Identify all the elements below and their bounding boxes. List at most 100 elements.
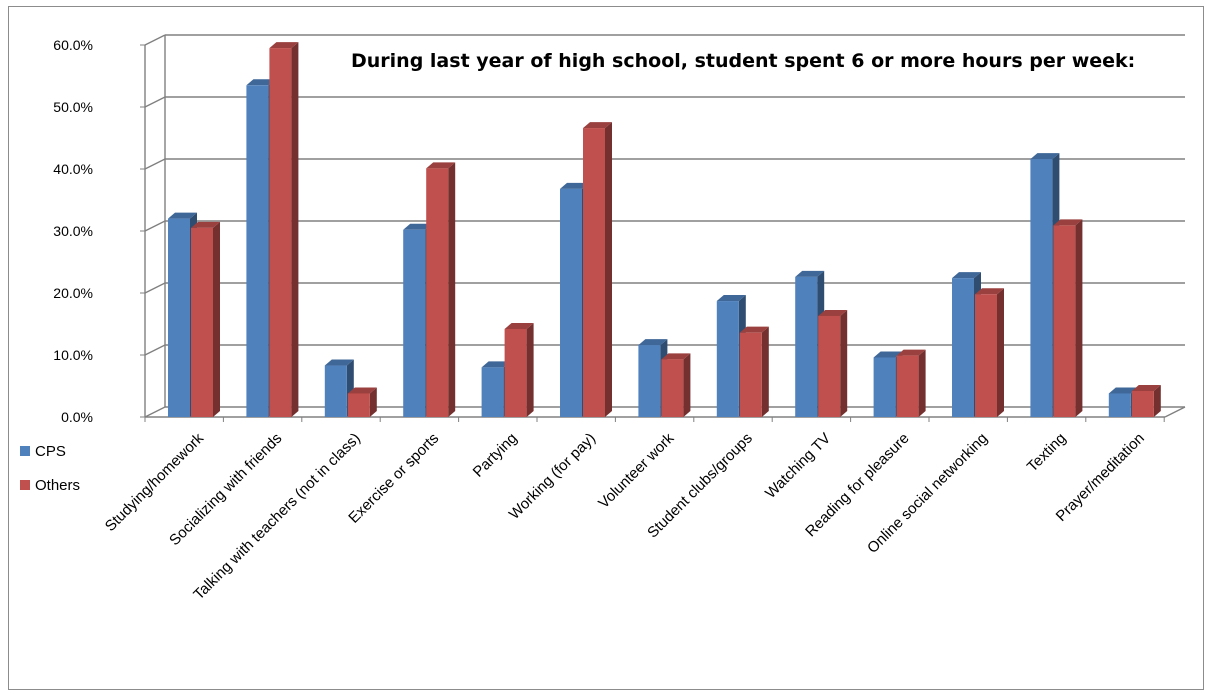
bar-others-front <box>818 315 841 417</box>
bar-others-top <box>426 162 456 169</box>
bar-others-top <box>347 387 377 394</box>
bar-others <box>661 353 691 417</box>
bar-others <box>347 387 377 417</box>
legend: CPS Others <box>20 443 80 494</box>
gridline-connector <box>144 406 166 418</box>
legend-swatch <box>20 480 30 490</box>
bar-others-front <box>896 355 919 417</box>
bar-cps-top <box>481 361 511 368</box>
gridline-connector <box>144 282 166 294</box>
bar-cps-top <box>560 182 589 189</box>
bar-others-top <box>661 353 691 360</box>
bar-others-front <box>191 227 213 417</box>
bar-others-side <box>291 42 299 417</box>
x-tick-label: Partying <box>470 430 521 481</box>
bar-cps-front <box>952 278 974 417</box>
bar-others-front <box>661 359 684 417</box>
x-tick-label: Watching TV <box>762 430 834 502</box>
bar-cps-top <box>952 272 981 279</box>
bar-others-front <box>1053 225 1076 417</box>
bar-cps-front <box>168 218 190 417</box>
bar-others-front <box>347 393 370 417</box>
bar-cps-front <box>716 301 739 417</box>
bar-cps-front <box>1108 393 1131 417</box>
bar-others-top <box>818 309 848 316</box>
bar-cps-front <box>246 85 269 418</box>
floor-right-edge <box>1164 406 1186 418</box>
bar-others-side <box>448 162 456 417</box>
bar-cps-front <box>324 365 347 417</box>
legend-label: CPS <box>35 443 66 460</box>
bar-others <box>739 326 769 417</box>
bar-others-side <box>997 288 1004 417</box>
bar-others-side <box>1075 219 1083 417</box>
legend-swatch <box>20 446 30 456</box>
x-tick-label: Texting <box>1024 430 1070 476</box>
bar-cps-front <box>1030 159 1053 417</box>
bar-others-side <box>526 322 534 417</box>
bar-cps-front <box>638 345 661 417</box>
bar-others <box>896 349 926 417</box>
bar-others-side <box>840 309 848 417</box>
bar-cps-front <box>481 367 504 417</box>
bar-cps-top <box>1030 153 1060 160</box>
gridline-connector <box>144 344 166 356</box>
y-tick-label: 40.0% <box>53 161 93 177</box>
bar-others-top <box>191 221 220 228</box>
bar-others-top <box>1053 219 1083 226</box>
gridline-connector <box>144 34 166 46</box>
bar-others-top <box>504 322 534 329</box>
bar-others-front <box>583 128 605 417</box>
bar-others-front <box>426 168 449 417</box>
bar-cps-top <box>1108 387 1138 394</box>
bar-others-front <box>269 48 292 417</box>
bar-others-side <box>761 326 769 417</box>
bar-cps-top <box>403 223 433 230</box>
bar-cps-front <box>560 188 582 417</box>
bar-others <box>191 221 220 417</box>
bar-others <box>1053 219 1083 417</box>
x-tick-label: Volunteer work <box>595 429 678 512</box>
bar-cps-top <box>168 212 197 219</box>
bar-cps-front <box>403 229 426 417</box>
bar-others-front <box>1131 390 1154 417</box>
bar-others-side <box>918 349 926 417</box>
bar-others <box>818 309 848 417</box>
bar-cps-top <box>324 359 354 366</box>
bar-cps-top <box>873 351 903 358</box>
gridline-connector <box>144 158 166 170</box>
bar-others-side <box>605 122 612 417</box>
y-tick-label: 10.0% <box>53 347 93 363</box>
bar-cps-top <box>795 270 825 277</box>
bar-others <box>269 42 299 417</box>
gridline-connector <box>144 96 166 108</box>
y-tick-label: 30.0% <box>53 223 93 239</box>
bar-others-top <box>269 42 299 49</box>
bar-others <box>975 288 1004 417</box>
bar-others <box>583 122 612 417</box>
bar-cps-top <box>638 339 668 346</box>
bar-others-front <box>739 332 762 417</box>
chart-title: During last year of high school, student… <box>351 50 1135 72</box>
gridline-connector <box>144 220 166 232</box>
bars <box>168 42 1161 418</box>
y-tick-label: 50.0% <box>53 99 93 115</box>
bar-others-top <box>739 326 769 333</box>
bar-cps-top <box>716 295 746 302</box>
bar-others-side <box>213 221 220 417</box>
bar-cps-front <box>795 276 818 417</box>
y-axis-ticks: 0.0% 10.0% 20.0% 30.0% 40.0% 50.0% 60.0% <box>53 37 145 425</box>
bar-others-front <box>975 294 997 417</box>
bar-cps-front <box>873 357 896 417</box>
bar-others-top <box>583 122 612 129</box>
bar-cps-top <box>246 79 276 86</box>
bar-others-side <box>1153 384 1161 417</box>
bar-others-side <box>369 387 377 417</box>
y-tick-label: 60.0% <box>53 37 93 53</box>
y-tick-label: 0.0% <box>61 409 93 425</box>
bar-others-top <box>975 288 1004 295</box>
bar-others-front <box>504 328 527 417</box>
legend-label: Others <box>35 477 80 494</box>
